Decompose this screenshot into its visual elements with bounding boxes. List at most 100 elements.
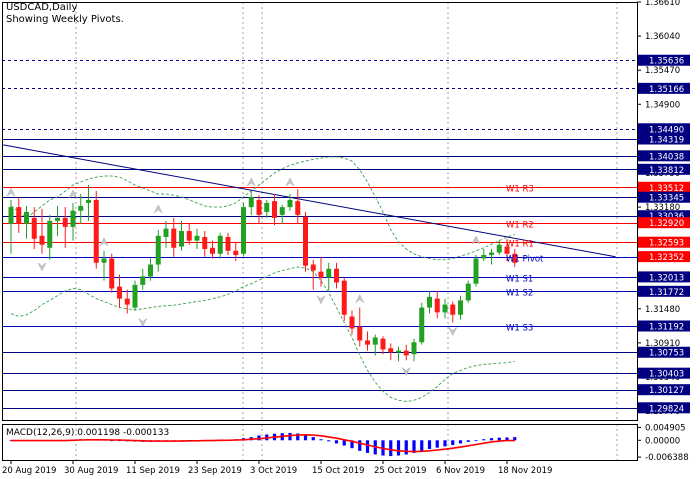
- candle-body: [434, 298, 440, 313]
- candle-body: [31, 217, 37, 239]
- fractal-up: [6, 187, 16, 197]
- chart-frame: [2, 2, 638, 461]
- candle-body: [442, 304, 448, 313]
- price-tick-label: 1.30910: [645, 339, 680, 349]
- macd-bar: [303, 435, 308, 441]
- time-tick-label: 6 Nov 2019: [436, 466, 485, 476]
- candle-body: [403, 350, 409, 356]
- macd-frame: [2, 424, 638, 461]
- candle-body: [62, 217, 68, 227]
- price-box-label: 1.35636: [649, 57, 684, 67]
- price-box: [638, 163, 690, 175]
- envelope-lower: [10, 266, 515, 402]
- macd-bar: [389, 440, 393, 457]
- candle-body: [279, 207, 285, 215]
- candle-body: [450, 304, 456, 315]
- macd-bar: [288, 432, 292, 441]
- pivot-labels: W1 R3 W1 R2 W1 R1 W1 Pivot W1 S1 W1 S2 W1 S3: [506, 185, 544, 334]
- price-box-label: 1.32920: [649, 219, 684, 229]
- candle-body: [264, 202, 270, 212]
- price-box-label: 1.30753: [649, 349, 684, 359]
- price-box: [638, 82, 690, 94]
- pivot-label: W1 S1: [506, 275, 533, 285]
- fractal-down: [316, 295, 326, 305]
- price-box-label: 1.34038: [649, 152, 684, 162]
- candle-body: [303, 216, 308, 266]
- price-box-label: 1.33345: [649, 194, 684, 204]
- candle-body: [473, 258, 479, 284]
- macd-bar: [319, 439, 323, 441]
- candle-body: [396, 350, 401, 353]
- macd-bar: [482, 439, 486, 441]
- candle-body: [171, 228, 177, 248]
- symbol-title: USDCAD,Daily: [6, 2, 78, 13]
- candle-body: [70, 210, 76, 227]
- price-box-label: 1.29824: [649, 404, 684, 414]
- pivot-label: W1 Pivot: [506, 255, 544, 265]
- chart-subtitle: Showing Weekly Pivots.: [6, 14, 124, 25]
- price-box: [638, 285, 690, 297]
- macd-bar: [474, 440, 478, 442]
- time-tick-label: 3 Oct 2019: [250, 466, 297, 476]
- price-box: [638, 123, 690, 135]
- macd-bar: [451, 440, 455, 446]
- trendline-layer: [3, 144, 616, 258]
- candle-body: [39, 235, 45, 245]
- price-box: [638, 210, 690, 222]
- envelope-layer: [10, 156, 515, 402]
- price-box-label: 1.35166: [649, 85, 684, 95]
- price-box: [638, 236, 690, 248]
- price-tick-label: 1.34900: [645, 100, 680, 110]
- candle-body: [140, 276, 146, 285]
- candle-body: [427, 296, 432, 308]
- price-box-label: 1.32352: [649, 253, 684, 263]
- price-box-label: 1.34319: [649, 136, 684, 146]
- candle-body: [148, 264, 153, 277]
- pivot-label: W1 R2: [506, 221, 534, 231]
- candle-body: [55, 217, 60, 221]
- candle-body: [365, 340, 370, 345]
- price-tick-label: 1.36040: [645, 32, 680, 42]
- macd-label: MACD(12,26,9) 0.001198 -0.000133: [6, 428, 169, 438]
- macd-bar: [420, 440, 424, 451]
- macd-bar: [489, 438, 494, 441]
- price-box: [638, 54, 690, 66]
- candle-body: [287, 199, 293, 208]
- candle-body: [202, 237, 208, 249]
- macd-bar: [327, 440, 331, 442]
- fractal-up: [285, 177, 295, 187]
- price-box: [638, 320, 690, 332]
- candle-body: [155, 235, 161, 265]
- macd-bar: [435, 440, 439, 448]
- pivot-label: W1 S3: [506, 324, 533, 334]
- candle-body: [225, 237, 231, 251]
- price-tick-label: 1.36610: [645, 0, 680, 8]
- fractal-down: [138, 318, 147, 328]
- candle-body: [117, 286, 122, 299]
- macd-bar: [497, 437, 501, 441]
- candle-body: [349, 316, 355, 329]
- pivot-label: W1 S2: [506, 289, 533, 299]
- price-box: [638, 367, 690, 379]
- candle-body: [132, 284, 138, 308]
- macd-bar: [458, 440, 463, 444]
- candle-body: [295, 201, 301, 215]
- macd-bar: [513, 437, 517, 441]
- candle-body: [241, 207, 246, 254]
- price-tick-label: 1.35470: [645, 66, 680, 76]
- candle-body: [272, 201, 277, 218]
- candle-body: [341, 280, 347, 315]
- macd-bar: [505, 437, 509, 441]
- candle-body: [504, 246, 510, 254]
- candle-body: [86, 199, 91, 203]
- price-box: [638, 181, 690, 193]
- candle-body: [101, 258, 107, 263]
- price-box: [638, 251, 690, 263]
- trendline: [3, 144, 616, 258]
- time-tick-label: 11 Sep 2019: [126, 466, 180, 476]
- candles-layer: [8, 184, 518, 362]
- candle-body: [458, 300, 463, 315]
- fractal-up: [471, 235, 481, 245]
- candle-body: [411, 342, 417, 355]
